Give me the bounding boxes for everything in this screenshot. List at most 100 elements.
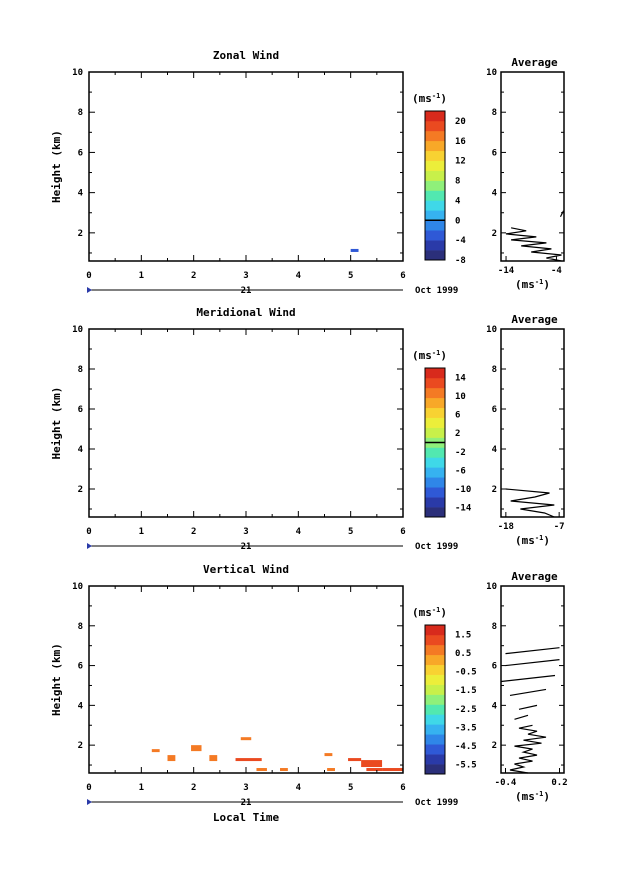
average-title: Average	[511, 56, 558, 69]
x-axis-label: Local Time	[213, 811, 280, 824]
data-cell	[350, 248, 359, 252]
colorbar-segment	[425, 744, 445, 755]
average-profile-line	[505, 488, 555, 518]
colorbar-segment	[425, 150, 445, 161]
colorbar-frame	[424, 110, 446, 261]
x-tick-label: 1	[139, 783, 144, 793]
y-tick-label: 8	[78, 622, 83, 632]
colorbar-unit: (ms-1)	[412, 606, 447, 619]
x-tick-label: 0	[86, 783, 91, 793]
data-cell	[256, 768, 267, 772]
panel-title: Zonal Wind	[213, 49, 279, 62]
x-tick-label: 6	[400, 783, 405, 793]
colorbar-segment	[425, 230, 445, 241]
colorbar-segment	[425, 457, 445, 468]
x-tick-label: 1	[139, 271, 144, 281]
average-frame	[500, 71, 565, 262]
date-day-label: 21	[241, 798, 252, 808]
colorbar-segment	[425, 240, 445, 251]
colorbar-segment	[425, 714, 445, 725]
colorbar-tick-label: -4	[455, 236, 466, 246]
colorbar-tick-label: -10	[455, 485, 471, 495]
colorbar-tick-label: -4.5	[455, 742, 477, 752]
colorbar-tick-label: -14	[455, 504, 472, 514]
average-y-tick-label: 10	[486, 68, 497, 78]
colorbar-segment	[425, 140, 445, 152]
colorbar-segment	[425, 130, 445, 142]
data-cell	[280, 768, 288, 772]
colorbar-unit: (ms-1)	[412, 92, 447, 105]
colorbar-tick-label: 14	[455, 373, 466, 383]
colorbar-segment	[425, 684, 445, 695]
colorbar-tick-label: 6	[455, 411, 460, 421]
average-profile-line	[509, 724, 547, 774]
plot-frame	[88, 585, 404, 774]
colorbar-tick-label: -3.5	[455, 723, 477, 733]
average-frame	[500, 328, 565, 518]
panel-2: Meridional Wind 0 1 2 3 4 5 6 2 4 6 8 10 Height (km) 2…	[50, 306, 565, 552]
average-y-tick-label: 6	[492, 148, 497, 158]
y-tick-label: 10	[72, 68, 83, 78]
average-profile-segment	[509, 688, 547, 697]
y-tick-label: 6	[78, 662, 83, 672]
colorbar-segment	[425, 704, 445, 715]
colorbar-segment	[425, 507, 445, 518]
average-profile-line	[505, 227, 562, 262]
average-y-tick-label: 2	[492, 485, 497, 495]
colorbar-frame	[424, 624, 446, 775]
y-axis-label: Height (km)	[50, 643, 63, 716]
date-day-label: 21	[241, 286, 252, 296]
data-cell	[167, 755, 176, 762]
colorbar-segment	[425, 220, 445, 231]
average-x-tick-label: 0.2	[551, 778, 567, 788]
x-tick-label: 0	[86, 271, 91, 281]
colorbar-segment	[425, 190, 445, 201]
x-tick-label: 3	[243, 271, 248, 281]
colorbar-tick-label: -6	[455, 466, 466, 476]
x-tick-label: 2	[191, 783, 196, 793]
average-y-tick-label: 6	[492, 405, 497, 415]
colorbar-segment	[425, 674, 445, 685]
date-month-label: Oct 1999	[415, 286, 458, 296]
colorbar-segment	[425, 754, 445, 765]
x-tick-label: 5	[348, 271, 353, 281]
colorbar-tick-label: -5.5	[455, 761, 477, 771]
average-title: Average	[511, 570, 558, 583]
colorbar-tick-label: -8	[455, 256, 466, 266]
average-x-tick-label: -4	[551, 266, 562, 276]
y-tick-label: 2	[78, 741, 83, 751]
average-x-label: (ms-1)	[515, 534, 550, 547]
colorbar-segment	[425, 477, 445, 488]
average-y-tick-label: 2	[492, 229, 497, 239]
x-tick-label: 5	[348, 527, 353, 537]
colorbar-segment	[425, 625, 445, 636]
data-cell	[361, 760, 383, 768]
x-tick-label: 0	[86, 527, 91, 537]
x-tick-label: 4	[296, 783, 302, 793]
average-profile-segment	[514, 714, 529, 720]
average-y-tick-label: 2	[492, 741, 497, 751]
average-x-label: (ms-1)	[515, 278, 550, 291]
average-title: Average	[511, 313, 558, 326]
average-y-tick-label: 10	[486, 582, 497, 592]
y-tick-label: 6	[78, 148, 83, 158]
colorbar-segment	[425, 654, 445, 666]
colorbar-tick-label: -0.5	[455, 668, 477, 678]
colorbar-segment	[425, 467, 445, 478]
colorbar-segment	[425, 694, 445, 705]
data-cell	[151, 749, 160, 753]
x-tick-label: 4	[296, 527, 302, 537]
colorbar-segment	[425, 200, 445, 211]
colorbar-tick-label: 4	[455, 196, 461, 206]
colorbar-tick-label: 0.5	[455, 649, 471, 659]
colorbar-tick-label: -2.5	[455, 705, 477, 715]
average-y-tick-label: 4	[492, 445, 498, 455]
colorbar-tick-label: 1.5	[455, 630, 471, 640]
colorbar-segment	[425, 764, 445, 775]
average-y-tick-label: 6	[492, 662, 497, 672]
colorbar-segment	[425, 250, 445, 261]
average-frame	[500, 585, 565, 774]
data-cell	[235, 758, 262, 762]
